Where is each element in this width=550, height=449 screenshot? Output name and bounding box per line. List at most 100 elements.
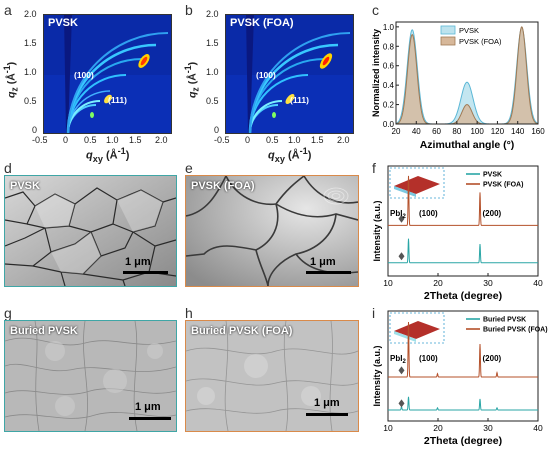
sem-g-scalebar — [129, 417, 171, 420]
xtick-label-1: 20 — [433, 278, 443, 288]
xtick-label-3: 80 — [452, 127, 461, 136]
gixd-a-ytick-0: 2.0 — [24, 9, 37, 19]
series-line-0 — [388, 396, 538, 411]
gixd-b-xtick-0: -0.5 — [214, 135, 230, 145]
y-axis-label: Intensity (a.u.) — [372, 200, 382, 261]
series-line-1 — [388, 321, 538, 378]
ytick-label-5: 1.0 — [383, 23, 395, 32]
inset-substrate — [394, 331, 416, 342]
gixd-a-xtick-1: 0 — [63, 135, 69, 145]
gixd-a-title: PVSK — [48, 17, 78, 29]
gixd-a-xtick-4: 1.5 — [129, 135, 142, 145]
x-axis-label: 2Theta (degree) — [424, 435, 502, 447]
sem-e-scalebar — [306, 271, 351, 274]
gixd-b-peak-100: (100) — [256, 70, 276, 80]
annotation-200: (200) — [483, 209, 502, 218]
sem-texture-h — [186, 321, 358, 431]
sem-image-e: PVSK (FOA) 1 μm — [185, 175, 359, 287]
gixd-a-ytick-2: 1.0 — [24, 67, 37, 77]
pbi2-marker-1 — [398, 214, 405, 223]
gixd-image-a: PVSK (100) (111) — [43, 14, 172, 134]
y-axis-label: Intensity (a.u.) — [372, 345, 382, 406]
gixd-a-xtick-2: 0.5 — [84, 135, 97, 145]
gixd-b-ytick-0: 2.0 — [206, 9, 219, 19]
gixd-a-ylabel: qz (Å-1) — [2, 61, 20, 98]
gixd-b-ytick-1: 1.5 — [206, 38, 219, 48]
legend-label-0: PVSK — [459, 26, 479, 35]
gixd-b-xlabel: qxy (Å-1) — [268, 146, 312, 164]
annotation-100: (100) — [419, 209, 438, 218]
plot-frame — [395, 21, 539, 125]
gixd-a-xtick-5: 2.0 — [155, 135, 168, 145]
sem-e-scale-text: 1 μm — [310, 256, 336, 268]
gixd-b-xtick-2: 0.5 — [266, 135, 279, 145]
panel-letter-d: d — [4, 160, 12, 176]
sem-h-scalebar — [306, 413, 348, 416]
legend-swatch-0 — [440, 25, 456, 35]
gixd-b-xtick-1: 0 — [245, 135, 251, 145]
series-line-1 — [388, 175, 538, 226]
panel-letter-g: g — [4, 305, 12, 321]
sem-d-scalebar — [123, 271, 168, 274]
panel-letter-f: f — [372, 160, 376, 176]
sem-image-d: PVSK 1 μm — [4, 175, 177, 287]
panel-letter-a: a — [4, 2, 12, 18]
xtick-label-0: 10 — [383, 423, 393, 433]
sem-image-g: Buried PVSK 1 μm — [4, 320, 177, 432]
sem-texture-g — [5, 321, 176, 431]
x-axis-label: Azimuthal angle (°) — [420, 139, 515, 151]
xtick-label-1: 20 — [433, 423, 443, 433]
panel-letter-e: e — [185, 160, 193, 176]
chart-f: PVSK PVSK (FOA) PbI2 (100) (200) 10 20 30 40 2The… — [372, 165, 543, 302]
inset-film — [394, 321, 440, 339]
xtick-label-5: 120 — [491, 127, 505, 136]
xtick-label-2: 30 — [483, 278, 493, 288]
annotation-200: (200) — [483, 354, 502, 363]
gixd-b-xtick-5: 2.0 — [337, 135, 350, 145]
series-line-0 — [388, 238, 538, 264]
gixd-pattern-b — [226, 15, 353, 133]
sem-h-title: Buried PVSK (FOA) — [191, 325, 293, 337]
pbi2-marker-0 — [398, 252, 405, 261]
gixd-pattern-a — [44, 15, 171, 133]
sem-h-scale-text: 1 μm — [314, 397, 340, 409]
gixd-a-xtick-0: -0.5 — [32, 135, 48, 145]
annotation-pbi2: PbI2 — [390, 209, 406, 220]
gixd-b-peak-111: (111) — [290, 95, 309, 105]
xtick-label-3: 40 — [533, 423, 543, 433]
legend-label-1: Buried PVSK (FOA) — [483, 327, 548, 334]
gixd-a-peak-100: (100) — [74, 70, 94, 80]
xtick-label-6: 140 — [511, 127, 525, 136]
xtick-label-0: 20 — [392, 127, 401, 136]
gixd-b-ytick-4: 0 — [214, 125, 220, 135]
sem-e-title: PVSK (FOA) — [191, 180, 255, 192]
ytick-label-4: 0.8 — [383, 42, 395, 51]
pbi2-marker-1 — [398, 366, 405, 375]
inset-substrate — [394, 186, 416, 197]
gixd-a-xlabel: qxy (Å-1) — [86, 146, 130, 164]
sem-texture-d — [5, 176, 176, 286]
xtick-label-1: 40 — [412, 127, 421, 136]
chart-i: Buried PVSK Buried PVSK (FOA) PbI2 (100) (20… — [372, 310, 548, 447]
xtick-label-4: 100 — [470, 127, 484, 136]
sem-d-scale-text: 1 μm — [125, 256, 151, 268]
legend-label-0: Buried PVSK — [483, 317, 526, 324]
gixd-b-title: PVSK (FOA) — [230, 17, 294, 29]
x-axis-label: 2Theta (degree) — [424, 290, 502, 302]
ytick-label-1: 0.2 — [383, 101, 395, 110]
y-axis-label: Normalized intensity — [372, 29, 381, 117]
panel-letter-b: b — [185, 2, 193, 18]
xtick-label-2: 60 — [432, 127, 441, 136]
gixd-b-ylabel: qz (Å-1) — [183, 61, 201, 98]
sem-texture-e — [186, 176, 358, 286]
inset-film — [394, 176, 440, 194]
annotation-100: (100) — [419, 354, 438, 363]
gixd-b-ytick-2: 1.0 — [206, 67, 219, 77]
series-area-1 — [395, 26, 539, 125]
gixd-b-xtick-3: 1.0 — [288, 135, 301, 145]
ytick-label-2: 0.4 — [383, 81, 395, 90]
gixd-a-ytick-1: 1.5 — [24, 38, 37, 48]
gixd-a-ytick-4: 0 — [32, 125, 38, 135]
xtick-label-7: 160 — [531, 127, 545, 136]
legend-label-0: PVSK — [483, 172, 502, 179]
